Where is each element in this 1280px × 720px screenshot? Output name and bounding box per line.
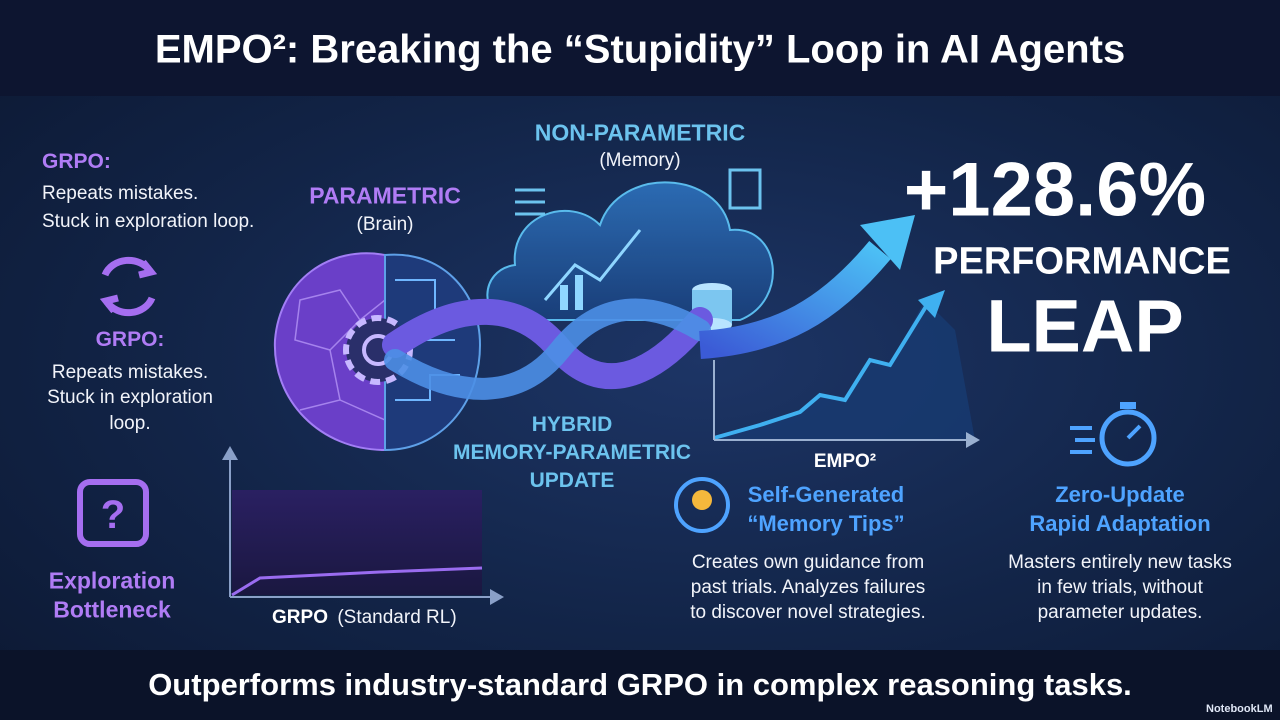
headline-text: PERFORMANCE <box>933 240 1231 283</box>
feature-title: Zero-Update <box>1055 482 1185 507</box>
grpo-label: GRPO: <box>95 328 165 351</box>
svg-text:?: ? <box>101 493 125 537</box>
feature-text: to discover novel strategies. <box>690 602 926 623</box>
nonparametric-label: NON-PARAMETRIC <box>534 119 746 146</box>
headline-value: +128.6% <box>903 147 1207 233</box>
hybrid-label: MEMORY-PARAMETRIC <box>453 441 691 464</box>
hybrid-label: HYBRID <box>531 413 613 436</box>
grpo-text: Repeats mistakes. <box>51 362 209 383</box>
headline-text: LEAP <box>986 284 1184 368</box>
grpo-text: loop. <box>109 413 151 434</box>
grpo-text: Repeats mistakes. <box>42 183 199 204</box>
footer-text: Outperforms industry-standard GRPO in co… <box>148 667 1132 702</box>
chart-label: GRPO <box>272 607 328 628</box>
hybrid-label: UPDATE <box>529 469 615 492</box>
feature-title: “Memory Tips” <box>747 511 905 536</box>
parametric-label: PARAMETRIC <box>309 182 461 209</box>
chart-sub: (Standard RL) <box>337 607 457 628</box>
parametric-sub: (Brain) <box>356 214 414 235</box>
bottleneck: Bottleneck <box>53 596 171 623</box>
grpo-text: Stuck in exploration loop. <box>42 211 255 232</box>
nonparametric-sub: (Memory) <box>599 150 681 171</box>
grpo-text: Stuck in exploration <box>47 387 213 408</box>
feature-text: past trials. Analyzes failures <box>690 577 926 598</box>
feature-text: Masters entirely new tasks <box>1008 552 1232 573</box>
brand: NotebookLM <box>1206 703 1273 715</box>
grpo-label: GRPO: <box>42 150 111 173</box>
feature-title: Rapid Adaptation <box>1029 511 1211 536</box>
title: EMPO²: Breaking the “Stupidity” Loop in … <box>154 27 1126 72</box>
feature-text: in few trials, without <box>1037 577 1203 598</box>
feature-text: Creates own guidance from <box>691 552 925 573</box>
feature-text: parameter updates. <box>1037 602 1203 623</box>
empo-label: EMPO² <box>813 451 877 472</box>
bottleneck: Exploration <box>48 567 176 594</box>
feature-title: Self-Generated <box>747 482 905 507</box>
